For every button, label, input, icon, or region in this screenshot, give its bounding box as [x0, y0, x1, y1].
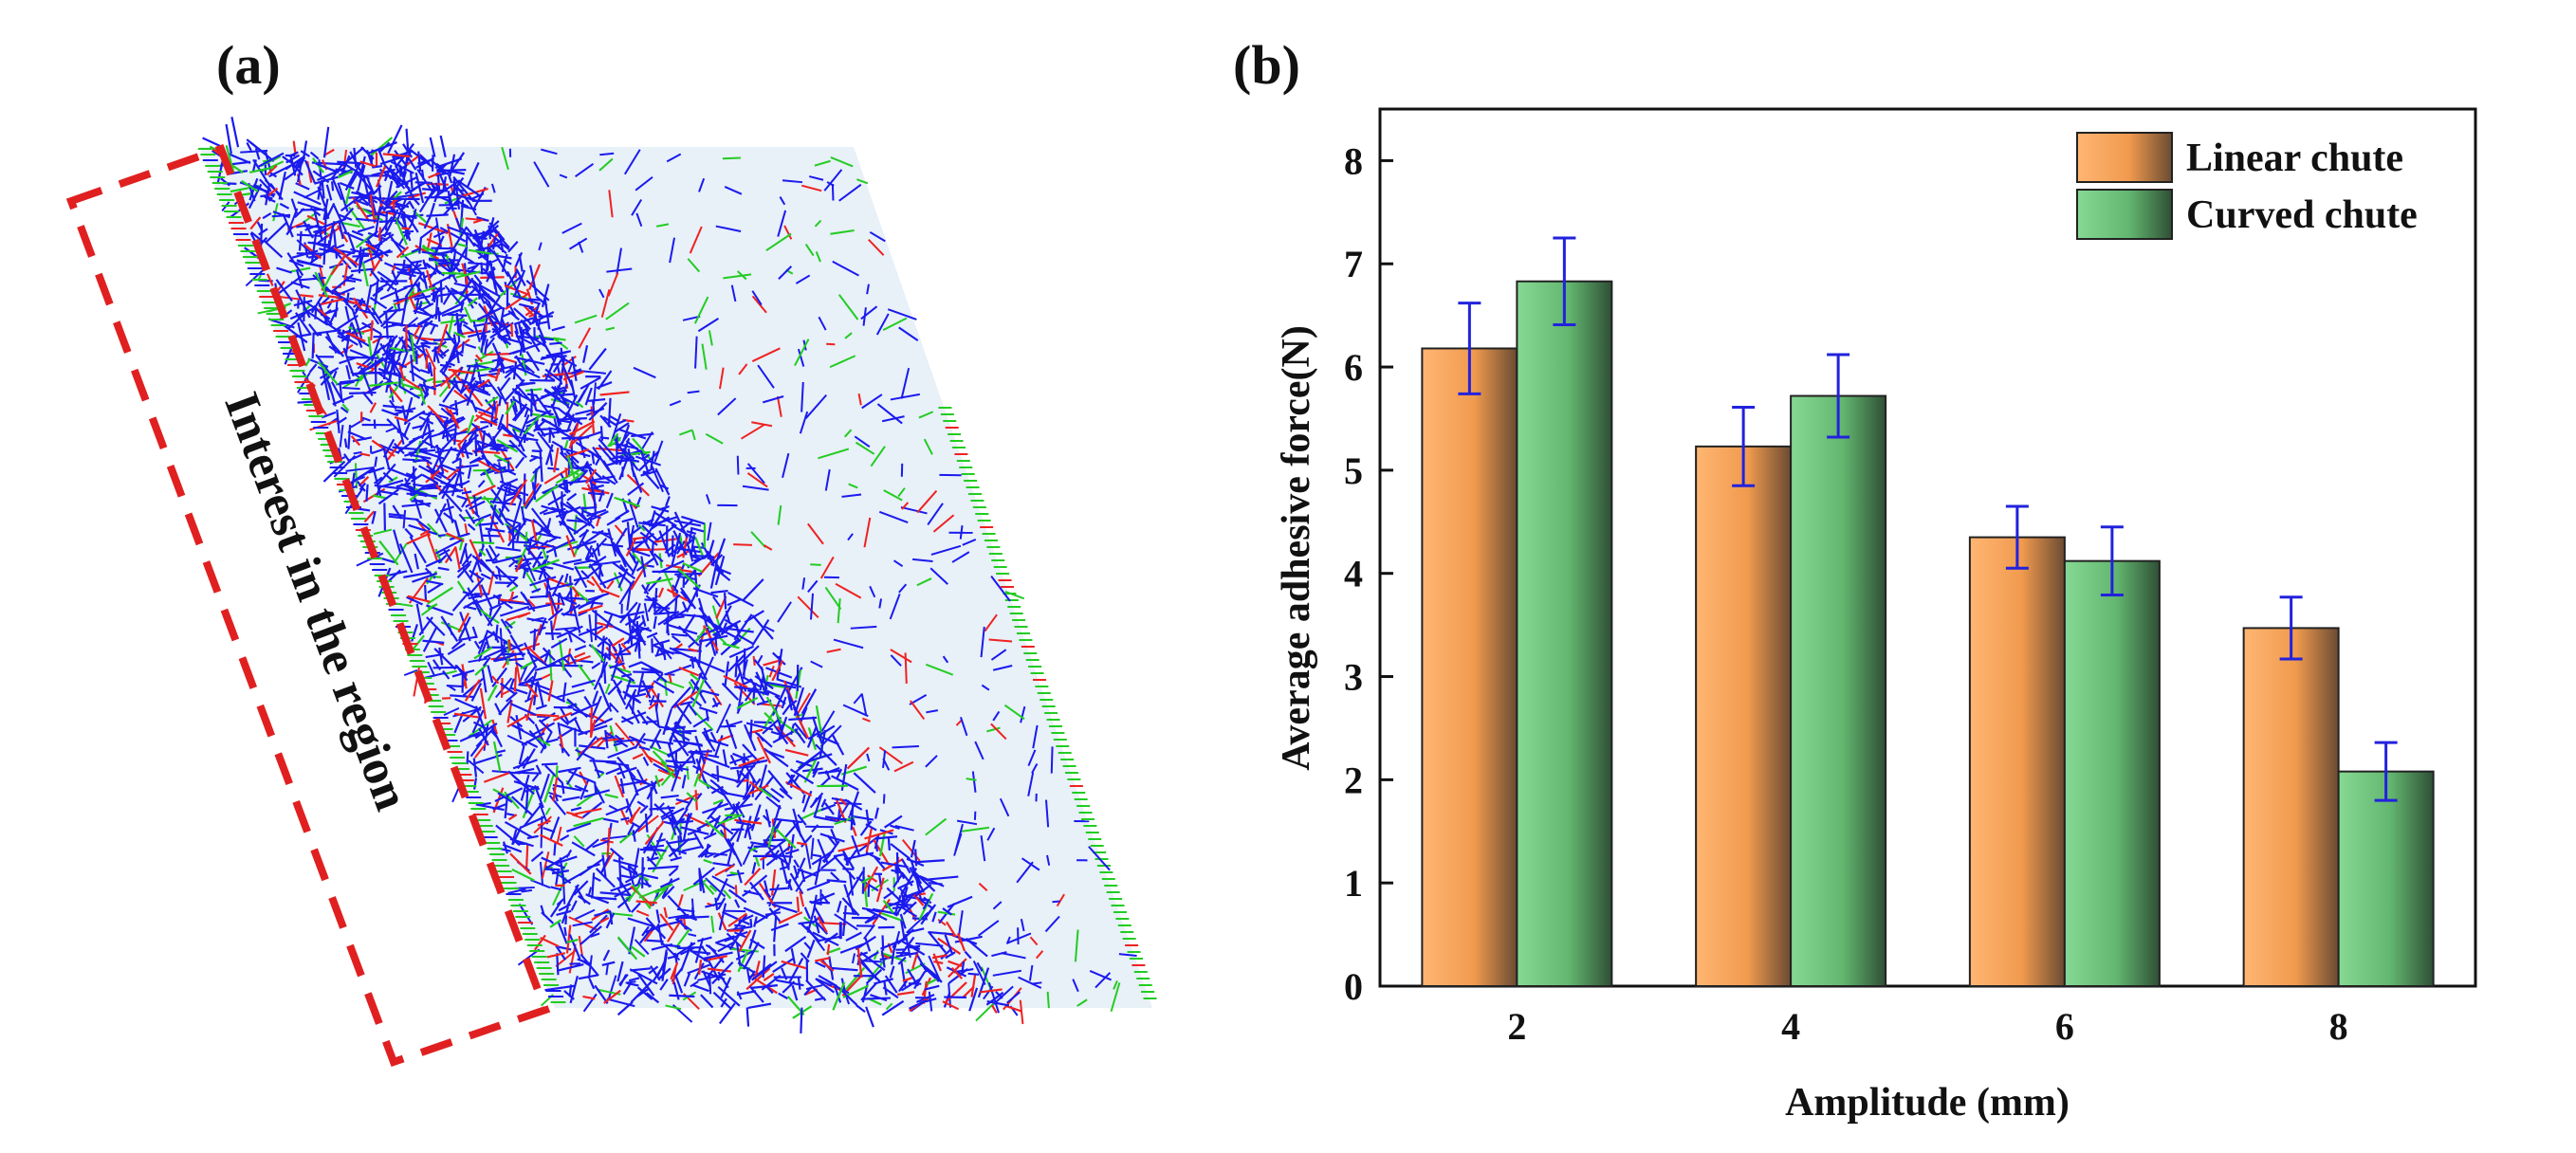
x-tick-label: 2	[1507, 1005, 1526, 1048]
bar-linear-2	[1421, 347, 1518, 987]
bar-curved-6	[2063, 559, 2161, 987]
panel-b: (b) 0 1 2 3 4 5 6 7 8 2 4 6 8 Average adhesive forc…	[1233, 34, 2477, 1125]
legend-label-linear: Linear chute	[2186, 137, 2403, 180]
legend-swatch-linear	[2076, 132, 2173, 183]
y-tick-label: 2	[1344, 759, 1363, 801]
x-tick-label: 8	[2329, 1005, 2348, 1048]
legend: Linear chute Curved chute	[2076, 132, 2418, 240]
panel-a: (a) Interest in the region	[65, 34, 1157, 1068]
bar-linear-4	[1695, 445, 1793, 987]
y-tick-label: 5	[1344, 449, 1363, 492]
y-tick-label: 0	[1344, 965, 1363, 1008]
x-axis: 2 4 6 8	[1507, 973, 2348, 1048]
interest-region-box	[65, 143, 551, 1068]
y-tick-label: 1	[1344, 862, 1363, 905]
y-axis: 0 1 2 3 4 5 6 7 8	[1344, 139, 1393, 1008]
plot-frame	[1378, 107, 2477, 988]
legend-swatch-curved	[2076, 189, 2173, 240]
x-axis-title: Amplitude (mm)	[1785, 1081, 2070, 1125]
x-tick-label: 6	[2055, 1005, 2074, 1048]
force-chain-network	[197, 117, 1157, 1034]
panel-a-label: (a)	[216, 34, 281, 96]
y-tick-label: 4	[1344, 553, 1363, 595]
y-tick-label: 7	[1344, 243, 1363, 285]
legend-label-curved: Curved chute	[2186, 193, 2418, 237]
chute-region	[199, 147, 1152, 1008]
x-tick-label: 4	[1781, 1005, 1800, 1048]
bar-curved-8	[2337, 770, 2435, 987]
bar-linear-6	[1968, 536, 2066, 988]
y-axis-title: Average adhesive force(N)	[1275, 325, 1318, 771]
y-tick-label: 6	[1344, 346, 1363, 389]
bar-curved-2	[1516, 280, 1613, 987]
panel-b-label: (b)	[1233, 34, 1300, 96]
y-tick-label: 8	[1344, 139, 1363, 182]
bar-linear-8	[2242, 627, 2340, 987]
bar-series	[1421, 236, 2435, 988]
bar-curved-4	[1790, 394, 1887, 987]
y-tick-label: 3	[1344, 656, 1363, 699]
